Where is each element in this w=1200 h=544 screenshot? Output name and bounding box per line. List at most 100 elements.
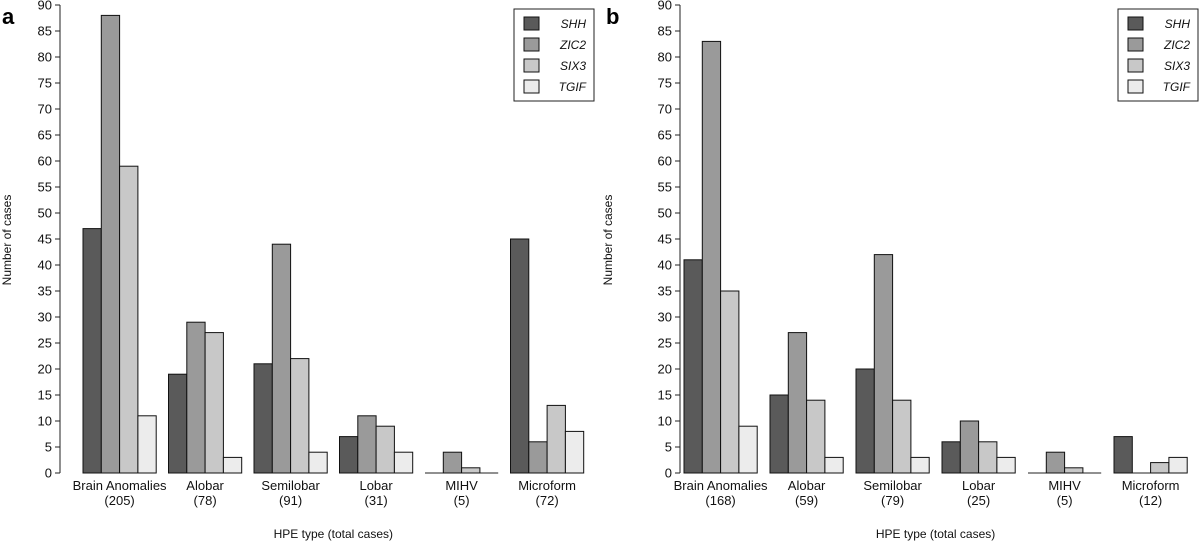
- bar-chart-b: b 0 5 10 15 20 25 30 35 40 45 50 55 60 65 70 75 80 85 90 Num…: [601, 0, 1199, 541]
- chart-b-bar-shh-lobar: [941, 441, 961, 474]
- chart-a-category-total: (205): [104, 493, 134, 508]
- chart-b-legend-swatch-six3: [1127, 58, 1144, 73]
- chart-a-y-tick-label: 85: [38, 24, 52, 39]
- chart-a-bar-shh-semilobar: [253, 363, 273, 474]
- chart-b-bar-shh-semilobar: [855, 368, 875, 474]
- chart-a-category-label: Alobar: [186, 478, 224, 493]
- chart-b-y-tick-label: 85: [658, 24, 672, 39]
- chart-b-category-total: (12): [1139, 493, 1162, 508]
- chart-b-category-label: Microform: [1122, 478, 1180, 493]
- chart-a-category-total: (31): [365, 493, 388, 508]
- chart-b-bar-shh-alobar: [769, 394, 789, 474]
- chart-b-category-total: (79): [881, 493, 904, 508]
- chart-a-legend-swatch-zic2: [523, 37, 540, 52]
- chart-b-bar-zic2-brain-anomalies: [701, 40, 722, 474]
- chart-b-y-tick-label: 75: [658, 76, 672, 91]
- chart-a-legend-swatch-six3: [523, 58, 540, 73]
- chart-a-y-tick-label: 90: [38, 0, 52, 13]
- chart-a-bar-zic2-lobar: [357, 415, 377, 474]
- chart-a-y-tick-label: 50: [38, 206, 52, 221]
- bar-chart-a: a 0 5 10 15 20 25 30 35 40 45 50 55 60 65 70 75 80 85 90 Num…: [0, 0, 595, 541]
- chart-a-y-tick-label: 65: [38, 128, 52, 143]
- chart-a-panel-letter: a: [2, 4, 15, 29]
- chart-a-legend-label-tgif: TGIF: [559, 80, 587, 94]
- chart-b-category-label: MIHV: [1048, 478, 1081, 493]
- chart-a-bar-six3-alobar: [204, 332, 224, 474]
- chart-b-category-total: (59): [795, 493, 818, 508]
- chart-b-y-tick-label: 50: [658, 206, 672, 221]
- chart-a-y-tick-label: 35: [38, 284, 52, 299]
- chart-b-category-total: (5): [1057, 493, 1073, 508]
- chart-a-category-total: (5): [454, 493, 470, 508]
- chart-b-legend-swatch-tgif: [1127, 79, 1144, 94]
- chart-a-y-tick-label: 60: [38, 154, 52, 169]
- chart-a-bar-zic2-alobar: [186, 321, 206, 474]
- chart-a-y-axis-title: Number of cases: [0, 195, 14, 286]
- chart-b-bar-six3-lobar: [978, 441, 998, 474]
- chart-b-panel-letter: b: [606, 4, 619, 29]
- chart-a-y-tick-label: 5: [45, 440, 52, 455]
- chart-a-category-total: (78): [194, 493, 217, 508]
- chart-a-y-tick-label: 40: [38, 258, 52, 273]
- chart-b-y-tick-label: 30: [658, 310, 672, 325]
- chart-a-legend-swatch-shh: [523, 16, 540, 31]
- chart-a-bar-six3-mihv: [461, 467, 481, 474]
- chart-a-bar-six3-microform: [546, 404, 566, 474]
- chart-b-bar-tgif-brain-anomalies: [738, 425, 758, 474]
- chart-b-bar-six3-mihv: [1064, 467, 1084, 474]
- chart-a-bar-six3-semilobar: [290, 358, 310, 474]
- chart-b-category-label: Alobar: [788, 478, 826, 493]
- chart-b-y-tick-label: 70: [658, 102, 672, 117]
- chart-a-bar-shh-alobar: [168, 373, 188, 474]
- chart-a-y-tick-label: 20: [38, 362, 52, 377]
- chart-a-bar-zic2-microform: [528, 441, 548, 474]
- chart-a-category-label: Microform: [518, 478, 576, 493]
- chart-a-y-tick-label: 70: [38, 102, 52, 117]
- chart-b-bar-shh-brain-anomalies: [683, 259, 703, 474]
- chart-b-category-label: Lobar: [962, 478, 996, 493]
- chart-a-legend-label-shh: SHH: [561, 17, 587, 31]
- chart-b-category-label: Semilobar: [863, 478, 922, 493]
- chart-b-legend-label-zic2: ZIC2: [1163, 38, 1190, 52]
- chart-b-y-tick-label: 60: [658, 154, 672, 169]
- chart-b-bar-tgif-alobar: [824, 456, 844, 474]
- chart-b-bar-zic2-alobar: [787, 332, 808, 474]
- chart-b-bar-zic2-semilobar: [873, 254, 894, 474]
- chart-b-bar-six3-semilobar: [892, 399, 912, 474]
- chart-b-legend-label-shh: SHH: [1165, 17, 1191, 31]
- chart-b-y-tick-label: 80: [658, 50, 672, 65]
- chart-a-bar-zic2-semilobar: [271, 243, 292, 474]
- chart-a-bar-six3-brain-anomalies: [119, 165, 139, 474]
- chart-b-y-tick-label: 20: [658, 362, 672, 377]
- chart-panel-a: a 0 5 10 15 20 25 30 35 40 45 50 55 60 65 70 75 80 85 90 Num…: [0, 0, 595, 541]
- chart-b-legend-label-six3: SIX3: [1164, 59, 1190, 73]
- chart-a-bar-tgif-semilobar: [308, 451, 328, 474]
- chart-b-y-tick-label: 45: [658, 232, 672, 247]
- chart-a-category-label: Brain Anomalies: [73, 478, 167, 493]
- chart-a-category-label: Lobar: [359, 478, 393, 493]
- chart-b-category-total: (168): [705, 493, 735, 508]
- chart-b-y-axis-title: Number of cases: [601, 195, 615, 286]
- chart-b-y-tick-label: 90: [658, 0, 672, 13]
- chart-a-y-tick-label: 10: [38, 414, 52, 429]
- chart-b-bar-zic2-mihv: [1045, 451, 1066, 474]
- chart-b-legend-label-tgif: TGIF: [1163, 80, 1191, 94]
- chart-panel-b: b 0 5 10 15 20 25 30 35 40 45 50 55 60 65 70 75 80 85 90 Num…: [600, 0, 1200, 544]
- chart-b-legend-swatch-shh: [1127, 16, 1144, 31]
- chart-b-y-tick-label: 25: [658, 336, 672, 351]
- chart-a-x-axis-title: HPE type (total cases): [274, 527, 393, 541]
- chart-a-bar-tgif-microform: [564, 430, 585, 474]
- chart-a-bar-shh-brain-anomalies: [82, 228, 102, 474]
- chart-a-bar-tgif-brain-anomalies: [137, 415, 157, 474]
- chart-a-legend-swatch-tgif: [523, 79, 540, 94]
- chart-a-bar-tgif-lobar: [393, 451, 414, 474]
- chart-a-bar-shh-microform: [510, 238, 530, 474]
- chart-b-bar-shh-microform: [1113, 436, 1133, 474]
- chart-b-y-tick-label: 65: [658, 128, 672, 143]
- chart-a-bar-zic2-brain-anomalies: [100, 14, 121, 474]
- chart-b-legend-swatch-zic2: [1127, 37, 1144, 52]
- chart-a-category-label: MIHV: [445, 478, 478, 493]
- chart-a-y-tick-label: 45: [38, 232, 52, 247]
- chart-b-y-tick-label: 35: [658, 284, 672, 299]
- chart-a-y-tick-label: 75: [38, 76, 52, 91]
